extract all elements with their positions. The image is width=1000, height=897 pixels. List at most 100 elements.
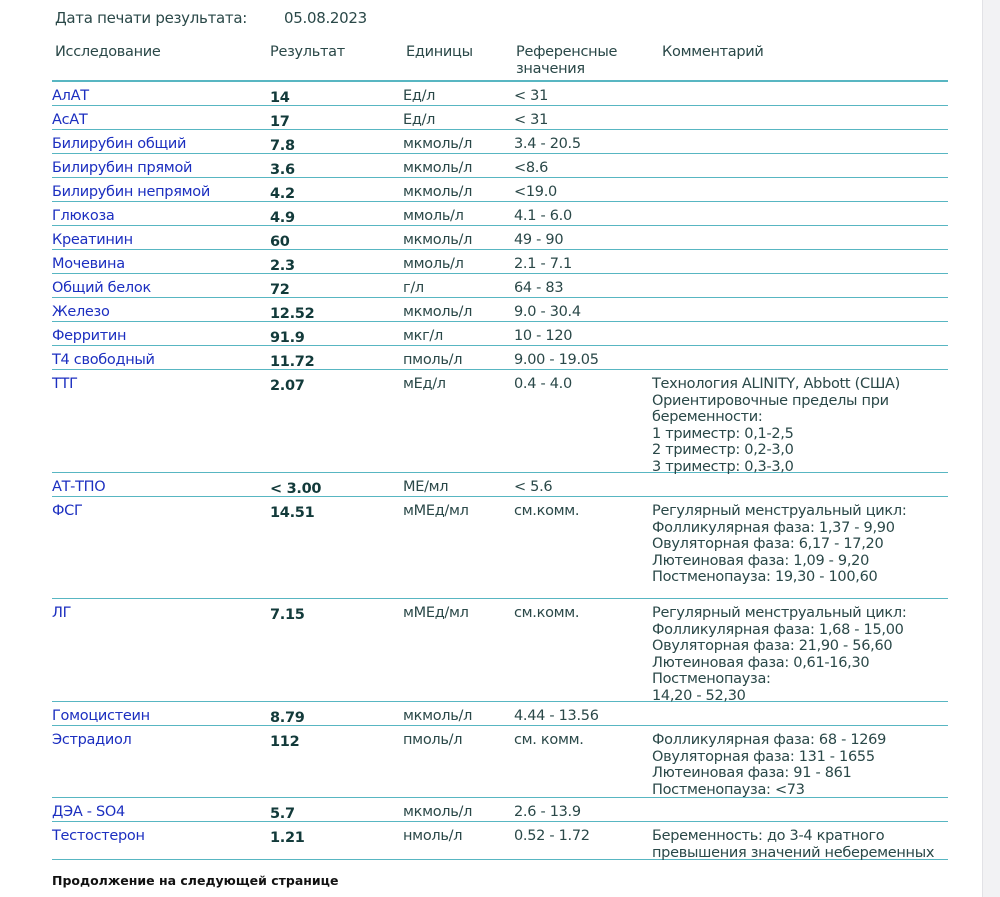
comment: Регулярный менструальный цикл: Фолликуля…: [652, 503, 907, 585]
reference-range: 9.0 - 30.4: [514, 304, 581, 320]
test-name: ЛГ: [52, 605, 72, 621]
result-value: 60: [270, 234, 290, 250]
test-name: АсАТ: [52, 112, 88, 128]
test-name: АТ-ТПО: [52, 479, 106, 495]
test-name: ДЭА - SO4: [52, 804, 125, 820]
reference-range: 4.1 - 6.0: [514, 208, 572, 224]
reference-range: <8.6: [514, 160, 549, 176]
table-row: Железо 12.52 мкмоль/л 9.0 - 30.4: [52, 298, 948, 322]
test-name: АлАТ: [52, 88, 89, 104]
test-name: ТТГ: [52, 376, 78, 392]
test-name: Билирубин общий: [52, 136, 187, 152]
table-row: Креатинин 60 мкмоль/л 49 - 90: [52, 226, 948, 250]
test-name: ФСГ: [52, 503, 83, 519]
test-name: Креатинин: [52, 232, 133, 248]
reference-range: < 31: [514, 88, 549, 104]
table-row: АсАТ 17 Ед/л < 31: [52, 106, 948, 130]
test-name: Билирубин прямой: [52, 160, 193, 176]
reference-range: 64 - 83: [514, 280, 564, 296]
table-row: ЛГ 7.15 мМЕд/мл см.комм. Регулярный менструа…: [52, 599, 948, 704]
table-row: Билирубин общий 7.8 мкмоль/л 3.4 - 20.5: [52, 130, 948, 154]
reference-range: <19.0: [514, 184, 557, 200]
reference-range: 49 - 90: [514, 232, 564, 248]
table-row: Эстрадиол 112 пмоль/л см. комм. Фолликулярна…: [52, 726, 948, 798]
reference-range: 4.44 - 13.56: [514, 708, 599, 724]
result-value: < 3.00: [270, 481, 322, 497]
table-row: ТТГ 2.07 мЕд/л 0.4 - 4.0 Технология ALINITY,…: [52, 370, 948, 475]
reference-range: 3.4 - 20.5: [514, 136, 581, 152]
result-value: 17: [270, 114, 290, 130]
continuation-note: Продолжение на следующей странице: [52, 873, 339, 888]
header-result: Результат: [270, 44, 345, 60]
units: мкмоль/л: [403, 160, 473, 176]
units: мкмоль/л: [403, 136, 473, 152]
reference-range: см.комм.: [514, 503, 580, 519]
table-row: ДЭА - SO4 5.7 мкмоль/л 2.6 - 13.9: [52, 798, 948, 822]
test-name: Железо: [52, 304, 110, 320]
result-value: 11.72: [270, 354, 315, 370]
comment: Фолликулярная фаза: 68 - 1269 Овуляторна…: [652, 732, 887, 798]
table-row: АТ-ТПО < 3.00 МЕ/мл < 5.6: [52, 473, 948, 497]
reference-range: см. комм.: [514, 732, 584, 748]
comment: Регулярный менструальный цикл: Фолликуля…: [652, 605, 907, 704]
test-name: Общий белок: [52, 280, 151, 296]
result-value: 7.8: [270, 138, 295, 154]
header-comment: Комментарий: [662, 44, 764, 60]
test-name: Эстрадиол: [52, 732, 132, 748]
result-value: 7.15: [270, 607, 305, 623]
result-value: 1.21: [270, 830, 305, 846]
units: мЕд/л: [403, 376, 446, 392]
test-name: Билирубин непрямой: [52, 184, 210, 200]
units: мМЕд/мл: [403, 605, 469, 621]
units: мкмоль/л: [403, 708, 473, 724]
units: мкг/л: [403, 328, 443, 344]
reference-range: < 5.6: [514, 479, 553, 495]
reference-range: < 31: [514, 112, 549, 128]
result-value: 12.52: [270, 306, 315, 322]
result-value: 14.51: [270, 505, 315, 521]
units: мкмоль/л: [403, 304, 473, 320]
units: пмоль/л: [403, 732, 463, 748]
reference-range: 2.1 - 7.1: [514, 256, 572, 272]
units: ммоль/л: [403, 208, 464, 224]
reference-range: 10 - 120: [514, 328, 573, 344]
units: Ед/л: [403, 88, 436, 104]
table-row: Т4 свободный 11.72 пмоль/л 9.00 - 19.05: [52, 346, 948, 370]
table-row: Билирубин непрямой 4.2 мкмоль/л <19.0: [52, 178, 948, 202]
table-row: Ферритин 91.9 мкг/л 10 - 120: [52, 322, 948, 346]
table-row: Общий белок 72 г/л 64 - 83: [52, 274, 948, 298]
units: г/л: [403, 280, 424, 296]
reference-range: 0.4 - 4.0: [514, 376, 572, 392]
result-value: 4.2: [270, 186, 295, 202]
reference-range: 0.52 - 1.72: [514, 828, 590, 844]
result-value: 8.79: [270, 710, 305, 726]
result-value: 2.3: [270, 258, 295, 274]
header-reference: Референсные значения: [516, 44, 618, 77]
test-name: Мочевина: [52, 256, 125, 272]
table-row: Глюкоза 4.9 ммоль/л 4.1 - 6.0: [52, 202, 948, 226]
header-units: Единицы: [406, 44, 473, 60]
table-row: Тестостерон 1.21 нмоль/л 0.52 - 1.72 Беремен…: [52, 822, 948, 861]
units: мкмоль/л: [403, 232, 473, 248]
table-row: Билирубин прямой 3.6 мкмоль/л <8.6: [52, 154, 948, 178]
result-value: 5.7: [270, 806, 295, 822]
comment: Технология ALINITY, Abbott (США) Ориенти…: [652, 376, 900, 475]
table-row: ФСГ 14.51 мМЕд/мл см.комм. Регулярный менстр…: [52, 497, 948, 599]
header-test: Исследование: [55, 44, 161, 60]
units: мкмоль/л: [403, 804, 473, 820]
result-value: 72: [270, 282, 290, 298]
test-name: Ферритин: [52, 328, 127, 344]
print-date-value: 05.08.2023: [284, 9, 367, 27]
result-value: 4.9: [270, 210, 295, 226]
test-name: Т4 свободный: [52, 352, 155, 368]
table-row: АлАТ 14 Ед/л < 31: [52, 82, 948, 106]
print-date-label: Дата печати результата:: [55, 9, 247, 27]
test-name: Тестостерон: [52, 828, 145, 844]
result-value: 2.07: [270, 378, 305, 394]
result-value: 14: [270, 90, 290, 106]
table-row: Гомоцистеин 8.79 мкмоль/л 4.44 - 13.56: [52, 702, 948, 726]
units: мкмоль/л: [403, 184, 473, 200]
units: Ед/л: [403, 112, 436, 128]
comment: Беременность: до 3-4 кратного превышения…: [652, 828, 935, 861]
